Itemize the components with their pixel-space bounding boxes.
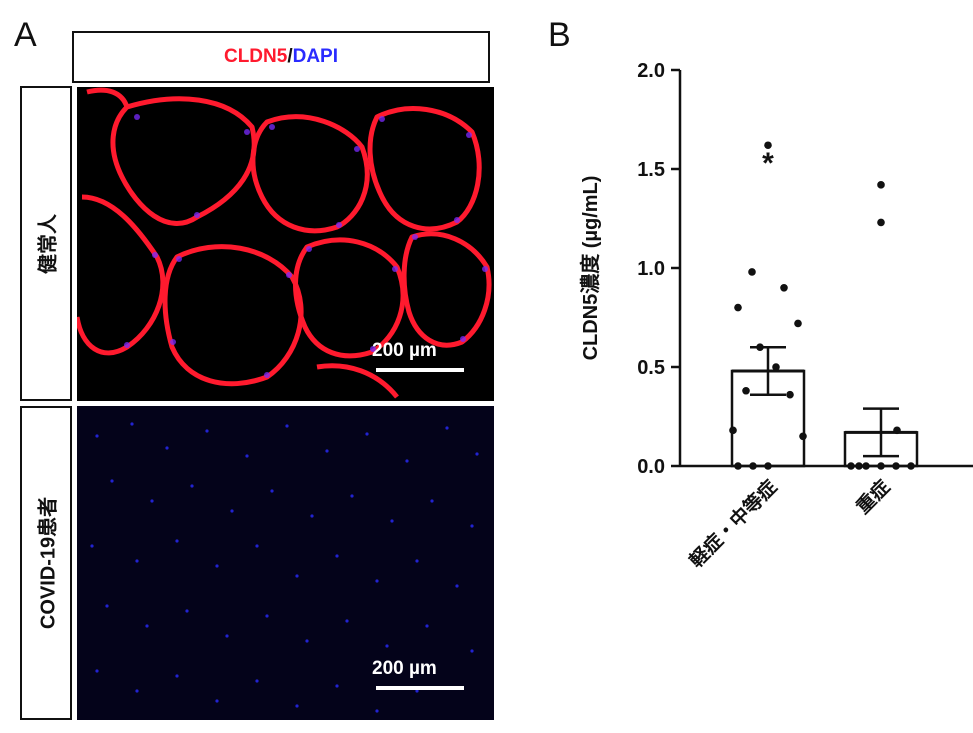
cldn5-stain-label: CLDN5 xyxy=(223,46,288,67)
stain-header: CLDN5/DAPI xyxy=(72,31,490,83)
stain-separator: / xyxy=(287,46,293,67)
data-point xyxy=(877,218,885,227)
data-point xyxy=(893,426,901,435)
healthy-micrograph-image xyxy=(77,87,492,399)
row-label-covid: COVID-19患者 xyxy=(37,496,60,630)
y-tick-label: 1.0 xyxy=(637,258,665,280)
data-point xyxy=(748,268,756,276)
data-point xyxy=(764,141,772,150)
healthy-scale-label: 200 µm xyxy=(372,340,437,361)
panel-a-letter: A xyxy=(14,16,37,54)
healthy-scale-bar xyxy=(376,368,464,372)
row-label-healthy: 健常人 xyxy=(37,213,60,274)
significance-marker: * xyxy=(762,147,774,180)
row-label-healthy-box: 健常人 xyxy=(20,86,72,401)
y-tick-label: 0.5 xyxy=(637,357,665,379)
x-tick-label: 重症 xyxy=(851,475,894,518)
row-label-covid-box: COVID-19患者 xyxy=(20,406,72,720)
data-point xyxy=(756,343,764,352)
data-point xyxy=(877,181,885,189)
healthy-micrograph xyxy=(77,87,494,401)
y-axis-label: CLDN5濃度 (µg/mL) xyxy=(578,176,602,361)
data-point xyxy=(729,426,737,435)
y-tick-label: 1.5 xyxy=(637,159,665,181)
covid-micrograph-image xyxy=(90,422,479,713)
data-point xyxy=(780,284,788,292)
covid-scale-label: 200 µm xyxy=(372,658,437,679)
cldn5-chart: 0.0 0.5 1.0 1.5 2.0 CLDN5濃度 (µg/mL) * 軽症・中等症 重症 xyxy=(578,60,973,572)
x-tick-label: 軽症・中等症 xyxy=(685,475,782,572)
data-point xyxy=(794,319,802,328)
data-point xyxy=(742,386,750,395)
data-point xyxy=(734,303,742,312)
data-point xyxy=(772,363,780,371)
covid-micrograph xyxy=(77,406,494,720)
data-point xyxy=(799,432,807,441)
dapi-stain-label: DAPI xyxy=(292,46,339,67)
covid-scale-bar xyxy=(376,686,464,690)
panel-b-letter: B xyxy=(548,16,571,54)
y-tick-label: 2.0 xyxy=(637,60,665,82)
y-tick-label: 0.0 xyxy=(637,456,665,478)
data-point xyxy=(786,390,794,399)
